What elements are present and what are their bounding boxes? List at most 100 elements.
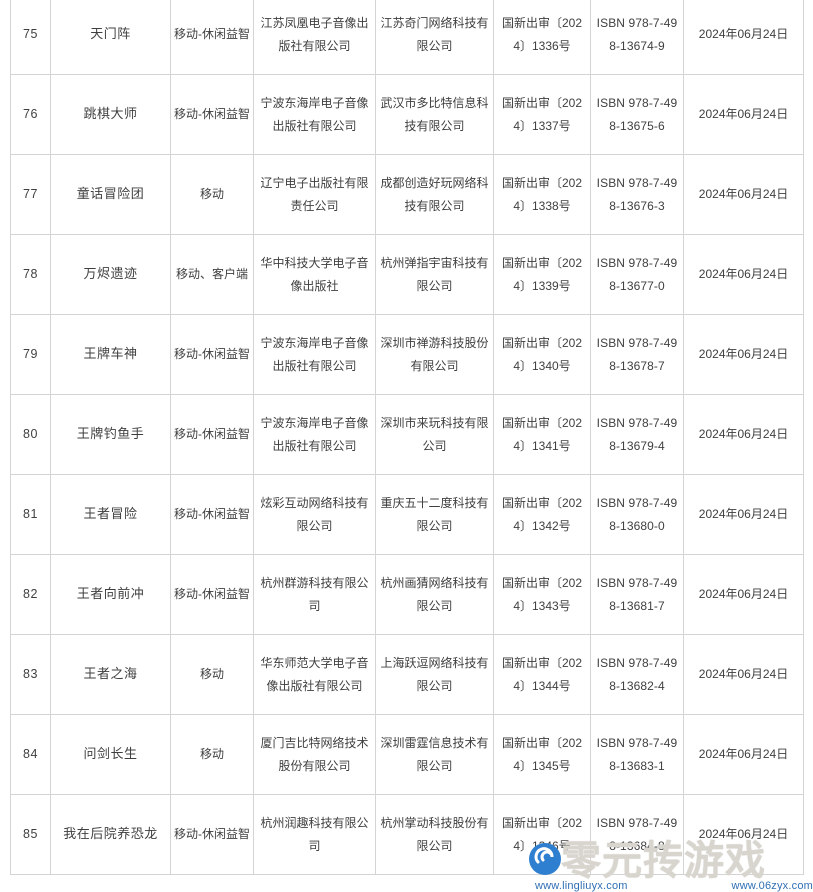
cell-publisher: 江苏凤凰电子音像出版社有限公司 <box>253 0 376 75</box>
cell-isbn: ISBN 978-7-498-13681-7 <box>590 554 684 635</box>
cell-document-number: 国新出审〔2024〕1342号 <box>493 474 591 555</box>
cell-publication-type: 移动-休闲益智 <box>170 314 254 395</box>
cell-game-name: 王者之海 <box>50 634 171 715</box>
cell-publish-date: 2024年06月24日 <box>683 634 804 715</box>
table-row: 80 王牌钓鱼手 移动-休闲益智 宁波东海岸电子音像出版社有限公司 深圳市来玩科技有限公… <box>10 394 804 475</box>
table-row: 75 天门阵 移动-休闲益智 江苏凤凰电子音像出版社有限公司 江苏奇门网络科技有限公司国… <box>10 0 804 75</box>
cell-game-name: 童话冒险团 <box>50 154 171 235</box>
cell-publisher: 华东师范大学电子音像出版社有限公司 <box>253 634 376 715</box>
table-row: 76 跳棋大师 移动-休闲益智 宁波东海岸电子音像出版社有限公司 武汉市多比特信息科技有… <box>10 74 804 155</box>
cell-game-name: 王者冒险 <box>50 474 171 555</box>
cell-isbn: ISBN 978-7-498-13682-4 <box>590 634 684 715</box>
cell-game-name: 王牌车神 <box>50 314 171 395</box>
cell-publish-date: 2024年06月24日 <box>683 794 804 875</box>
cell-operator: 深圳雷霆信息技术有限公司 <box>375 714 494 795</box>
cell-document-number: 国新出审〔2024〕1346号 <box>493 794 591 875</box>
cell-seq: 83 <box>10 634 51 715</box>
cell-game-name: 跳棋大师 <box>50 74 171 155</box>
cell-operator: 成都创造好玩网络科技有限公司 <box>375 154 494 235</box>
cell-game-name: 王牌钓鱼手 <box>50 394 171 475</box>
cell-isbn: ISBN 978-7-498-13676-3 <box>590 154 684 235</box>
cell-seq: 85 <box>10 794 51 875</box>
table-row: 85 我在后院养恐龙 移动-休闲益智 杭州润趣科技有限公司 杭州掌动科技股份有限公司 国新… <box>10 794 804 875</box>
cell-seq: 77 <box>10 154 51 235</box>
table-row: 83 王者之海 移动 华东师范大学电子音像出版社有限公司 上海跃逗网络科技有限公司 国新出… <box>10 634 804 715</box>
cell-seq: 79 <box>10 314 51 395</box>
cell-game-name: 万烬遗迹 <box>50 234 171 315</box>
cell-seq: 78 <box>10 234 51 315</box>
watermark-urls: www.lingliuyx.com www.06zyx.com <box>535 880 813 892</box>
cell-game-name: 天门阵 <box>50 0 171 75</box>
cell-publisher: 炫彩互动网络科技有限公司 <box>253 474 376 555</box>
cell-document-number: 国新出审〔2024〕1343号 <box>493 554 591 635</box>
cell-document-number: 国新出审〔2024〕1341号 <box>493 394 591 475</box>
cell-publisher: 厦门吉比特网络技术股份有限公司 <box>253 714 376 795</box>
cell-publish-date: 2024年06月24日 <box>683 314 804 395</box>
cell-operator: 武汉市多比特信息科技有限公司 <box>375 74 494 155</box>
cell-publish-date: 2024年06月24日 <box>683 714 804 795</box>
cell-seq: 75 <box>10 0 51 75</box>
cell-publisher: 宁波东海岸电子音像出版社有限公司 <box>253 74 376 155</box>
cell-publication-type: 移动、客户端 <box>170 234 254 315</box>
cell-publisher: 华中科技大学电子音像出版社 <box>253 234 376 315</box>
cell-publication-type: 移动 <box>170 634 254 715</box>
cell-game-name: 我在后院养恐龙 <box>50 794 171 875</box>
cell-seq: 81 <box>10 474 51 555</box>
cell-document-number: 国新出审〔2024〕1340号 <box>493 314 591 395</box>
cell-publish-date: 2024年06月24日 <box>683 154 804 235</box>
cell-publication-type: 移动-休闲益智 <box>170 74 254 155</box>
cell-game-name: 王者向前冲 <box>50 554 171 635</box>
cell-isbn: ISBN 978-7-498-13674-9 <box>590 0 684 75</box>
cell-seq: 84 <box>10 714 51 795</box>
table-row: 84 问剑长生 移动 厦门吉比特网络技术股份有限公司 深圳雷霆信息技术有限公司 国新出审〔… <box>10 714 804 795</box>
cell-publish-date: 2024年06月24日 <box>683 474 804 555</box>
cell-seq: 82 <box>10 554 51 635</box>
cell-document-number: 国新出审〔2024〕1338号 <box>493 154 591 235</box>
cell-operator: 杭州掌动科技股份有限公司 <box>375 794 494 875</box>
cell-isbn: ISBN 978-7-498-13680-0 <box>590 474 684 555</box>
table-row: 79 王牌车神 移动-休闲益智 宁波东海岸电子音像出版社有限公司 深圳市禅游科技股份有限… <box>10 314 804 395</box>
cell-operator: 深圳市来玩科技有限公司 <box>375 394 494 475</box>
cell-isbn: ISBN 978-7-498-13677-0 <box>590 234 684 315</box>
cell-publish-date: 2024年06月24日 <box>683 554 804 635</box>
cell-publish-date: 2024年06月24日 <box>683 394 804 475</box>
cell-game-name: 问剑长生 <box>50 714 171 795</box>
cell-publisher: 辽宁电子出版社有限责任公司 <box>253 154 376 235</box>
cell-publish-date: 2024年06月24日 <box>683 0 804 75</box>
cell-publication-type: 移动-休闲益智 <box>170 394 254 475</box>
cell-operator: 江苏奇门网络科技有限公司 <box>375 0 494 75</box>
cell-publication-type: 移动 <box>170 154 254 235</box>
table-body: 75 天门阵 移动-休闲益智 江苏凤凰电子音像出版社有限公司 江苏奇门网络科技有限公司国… <box>10 0 804 875</box>
cell-document-number: 国新出审〔2024〕1345号 <box>493 714 591 795</box>
watermark-url-right: www.06zyx.com <box>731 880 813 892</box>
cell-publication-type: 移动-休闲益智 <box>170 794 254 875</box>
cell-publish-date: 2024年06月24日 <box>683 74 804 155</box>
cell-operator: 杭州弹指宇宙科技有限公司 <box>375 234 494 315</box>
cell-isbn: ISBN 978-7-498-13675-6 <box>590 74 684 155</box>
cell-publication-type: 移动 <box>170 714 254 795</box>
cell-publication-type: 移动-休闲益智 <box>170 474 254 555</box>
table-row: 78 万烬遗迹 移动、客户端 华中科技大学电子音像出版社 杭州弹指宇宙科技有限公司 国新出… <box>10 234 804 315</box>
table-row: 81 王者冒险 移动-休闲益智 炫彩互动网络科技有限公司 重庆五十二度科技有限公司 国新出… <box>10 474 804 555</box>
cell-publication-type: 移动-休闲益智 <box>170 0 254 75</box>
cell-publisher: 宁波东海岸电子音像出版社有限公司 <box>253 314 376 395</box>
cell-document-number: 国新出审〔2024〕1344号 <box>493 634 591 715</box>
cell-operator: 深圳市禅游科技股份有限公司 <box>375 314 494 395</box>
cell-operator: 重庆五十二度科技有限公司 <box>375 474 494 555</box>
cell-isbn: ISBN 978-7-498-13678-7 <box>590 314 684 395</box>
cell-isbn: ISBN 978-7-498-13683-1 <box>590 714 684 795</box>
table-row: 77 童话冒险团 移动 辽宁电子出版社有限责任公司 成都创造好玩网络科技有限公司 国新出审… <box>10 154 804 235</box>
watermark-url-left: www.lingliuyx.com <box>535 880 628 892</box>
cell-document-number: 国新出审〔2024〕1336号 <box>493 0 591 75</box>
cell-publication-type: 移动-休闲益智 <box>170 554 254 635</box>
cell-document-number: 国新出审〔2024〕1339号 <box>493 234 591 315</box>
cell-isbn: ISBN 978-7-498-13684-8 <box>590 794 684 875</box>
game-approval-table: 75 天门阵 移动-休闲益智 江苏凤凰电子音像出版社有限公司 江苏奇门网络科技有限公司国… <box>10 0 804 875</box>
cell-operator: 杭州画猜网络科技有限公司 <box>375 554 494 635</box>
cell-publish-date: 2024年06月24日 <box>683 234 804 315</box>
cell-document-number: 国新出审〔2024〕1337号 <box>493 74 591 155</box>
cell-seq: 80 <box>10 394 51 475</box>
cell-publisher: 宁波东海岸电子音像出版社有限公司 <box>253 394 376 475</box>
cell-operator: 上海跃逗网络科技有限公司 <box>375 634 494 715</box>
cell-seq: 76 <box>10 74 51 155</box>
